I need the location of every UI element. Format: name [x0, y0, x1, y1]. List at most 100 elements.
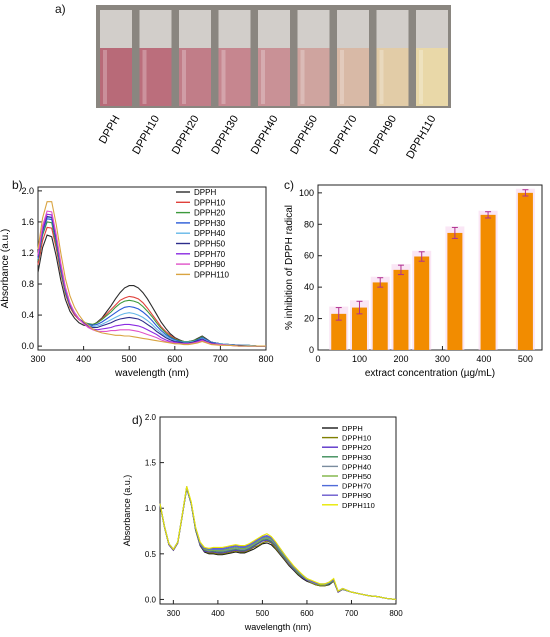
y-tick-label: 2.0: [21, 186, 34, 196]
bar: [351, 307, 367, 350]
vial-label: DPPH90: [367, 114, 399, 157]
chart-b-absorbance-spectra: 300 400 500 600 700 800 0.0 0.4 0.8 1.2 1.6 2.0 wave…: [0, 186, 274, 379]
vial-highlight: [182, 50, 186, 104]
bar: [480, 214, 496, 350]
y-tick-label: 0.5: [145, 550, 157, 559]
panel-a-label: a): [55, 2, 66, 16]
x-tick-label: 500: [518, 354, 533, 364]
vial-glass-top: [100, 10, 132, 48]
x-tick-label: 100: [352, 354, 367, 364]
x-tick-label: 400: [211, 609, 225, 618]
legend-label: DPPH50: [342, 472, 371, 481]
y-tick-label: 0.4: [21, 310, 34, 320]
series-line-dpph70: [37, 213, 266, 347]
x-tick-label: 500: [256, 609, 270, 618]
bar: [447, 232, 463, 350]
legend-label: DPPH90: [342, 491, 371, 500]
y-tick-label: 60: [304, 251, 314, 261]
y-tick-label: 0: [309, 345, 314, 355]
y-tick-label: 2.0: [145, 413, 157, 422]
legend-label: DPPH20: [342, 443, 371, 452]
vial-label: DPPH70: [328, 114, 360, 157]
y-tick-label: 1.0: [145, 504, 157, 513]
vial-glass-top: [139, 10, 172, 48]
x-tick-label: 600: [167, 354, 182, 364]
y-tick-label: 1.2: [21, 248, 34, 258]
vial-glass-top: [297, 10, 330, 48]
vial-glass-top: [416, 10, 448, 48]
legend-label: DPPH70: [194, 250, 226, 259]
vial-liquid: [376, 48, 409, 106]
vial-liquid: [218, 48, 251, 106]
vial-label: DPPH20: [170, 114, 202, 157]
x-tick-label: 500: [122, 354, 137, 364]
legend-label: DPPH20: [194, 209, 226, 218]
vial-label: DPPH: [97, 113, 123, 146]
legend-label: DPPH: [342, 424, 363, 433]
panel-d-label: d): [132, 413, 143, 427]
vial-liquid: [100, 48, 132, 106]
legend-label: DPPH110: [342, 501, 375, 510]
vial-highlight: [419, 50, 423, 104]
vial-highlight: [221, 50, 226, 104]
y-axis-label: % inhibition of DPPH radical: [284, 205, 295, 330]
vial-liquid: [337, 48, 369, 106]
bar: [414, 256, 430, 350]
x-tick-label: 700: [213, 354, 228, 364]
vial-liquid: [297, 48, 330, 106]
legend-label: DPPH110: [194, 270, 230, 279]
chart-c-inhibition-bars: 0 100 200 300 400 500 0 20 40 60 80 100 extract conc…: [284, 184, 543, 379]
x-tick-label: 400: [476, 354, 491, 364]
legend-label: DPPH40: [194, 229, 226, 238]
series-line-dpph10: [37, 226, 266, 347]
y-tick-label: 0.8: [21, 279, 34, 289]
y-tick-label: 1.5: [145, 459, 157, 468]
y-tick-label: 1.6: [21, 217, 34, 227]
vial-liquid: [258, 48, 290, 106]
legend-label: DPPH50: [194, 240, 226, 249]
vial-glass-top: [337, 10, 369, 48]
series-line-dpph40: [37, 216, 266, 347]
vial-glass-top: [376, 10, 409, 48]
vial-glass-top: [258, 10, 290, 48]
vial-liquid: [139, 48, 172, 106]
legend-label: DPPH40: [342, 462, 371, 471]
plot-frame: [37, 186, 267, 351]
series-line-dpph110: [37, 201, 266, 347]
vial-label: DPPH30: [209, 114, 241, 157]
x-tick-label: 300: [435, 354, 450, 364]
x-tick-label: 800: [258, 354, 273, 364]
y-tick-label: 0.0: [21, 341, 34, 351]
vials-photo: DPPH DPPH10 DPPH20 DPPH30 DPPH40 DPPH50 DPPH70…: [96, 5, 451, 162]
vial-label: DPPH110: [404, 114, 438, 162]
y-tick-label: 20: [304, 314, 314, 324]
x-tick-label: 700: [345, 609, 359, 618]
legend-label: DPPH90: [194, 260, 226, 269]
legend-label: DPPH30: [194, 219, 226, 228]
series-line-dpph90: [37, 210, 266, 347]
panel-c-label: c): [284, 178, 294, 192]
plot-frame: [159, 416, 397, 605]
x-tick-label: 200: [393, 354, 408, 364]
bar: [331, 313, 347, 350]
vial-label: DPPH10: [130, 114, 162, 157]
vial-glass-top: [218, 10, 251, 48]
legend-label: DPPH10: [194, 198, 226, 207]
legend-label: DPPH10: [342, 434, 371, 443]
y-axis-label: Absorbance (a.u.): [0, 229, 11, 309]
vial-liquid: [416, 48, 448, 106]
vial-highlight: [103, 50, 107, 104]
vial-highlight: [142, 50, 147, 104]
y-tick-label: 100: [299, 188, 314, 198]
panel-b-label: b): [12, 178, 23, 192]
x-axis-label: extract concentration (µg/mL): [365, 368, 495, 379]
vial-liquid: [179, 48, 211, 106]
legend-label: DPPH: [194, 188, 216, 197]
vial-highlight: [340, 50, 344, 104]
vial-highlight: [379, 50, 384, 104]
x-tick-label: 300: [167, 609, 181, 618]
x-tick-label: 400: [76, 354, 91, 364]
x-axis-label: wavelength (nm): [244, 622, 312, 632]
series-line-dpph50: [37, 215, 266, 347]
y-axis-label: Absorbance (a.u.): [122, 475, 132, 547]
